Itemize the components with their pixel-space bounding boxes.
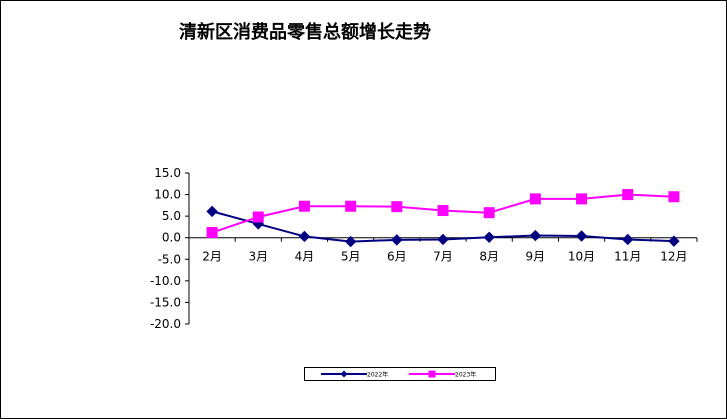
data-point-1-1: [252, 211, 264, 223]
data-point-0-3: [344, 235, 357, 248]
data-point-0-6: [483, 231, 495, 243]
data-point-0-5: [437, 233, 449, 246]
y-tick-label: 15.0: [154, 166, 181, 180]
legend-marker-1: [428, 370, 436, 378]
data-point-0-8: [575, 230, 588, 242]
x-tick-label: 6月: [387, 250, 407, 264]
data-point-0-0: [206, 205, 218, 218]
chart-title: 清新区消费品零售总额增长走势: [179, 22, 431, 43]
y-tick-label: 10.0: [154, 188, 181, 202]
y-tick-label: -10.0: [150, 274, 181, 288]
legend: 2022年 2023年: [304, 367, 496, 381]
data-point-1-5: [437, 205, 449, 217]
data-point-1-8: [576, 193, 588, 205]
y-tick-label: -15.0: [150, 295, 181, 309]
data-point-1-7: [529, 193, 541, 205]
data-point-0-10: [668, 235, 680, 247]
x-tick-label: 10月: [568, 250, 595, 264]
legend-label-1: 2023年: [455, 371, 476, 379]
legend-marker-0: [340, 370, 348, 378]
y-tick-label: 5.0: [162, 209, 181, 223]
x-tick-label: 7月: [433, 250, 453, 264]
y-tick-label: -20.0: [150, 317, 181, 331]
data-point-1-3: [345, 200, 357, 212]
data-point-1-10: [668, 191, 680, 203]
data-point-0-9: [622, 233, 634, 246]
x-tick-label: 8月: [479, 250, 499, 264]
data-point-0-7: [529, 229, 542, 242]
x-tick-label: 2月: [202, 250, 222, 264]
data-point-1-9: [622, 189, 634, 201]
data-point-1-2: [298, 200, 310, 212]
data-point-1-0: [206, 227, 218, 239]
x-tick-label: 5月: [341, 250, 361, 264]
x-tick-label: 12月: [660, 250, 687, 264]
x-tick-label: 3月: [248, 250, 268, 264]
data-point-0-2: [298, 230, 311, 243]
legend-svg: 2022年 2023年: [321, 370, 476, 379]
legend-label-0: 2022年: [367, 371, 388, 379]
data-point-0-4: [391, 234, 403, 246]
y-tick-label: -5.0: [158, 252, 181, 266]
data-point-1-4: [391, 201, 403, 213]
data-point-1-6: [483, 207, 495, 219]
y-tick-label: 0.0: [162, 231, 181, 245]
x-tick-label: 4月: [295, 250, 315, 264]
x-tick-label: 11月: [614, 250, 641, 264]
x-tick-label: 9月: [526, 250, 546, 264]
